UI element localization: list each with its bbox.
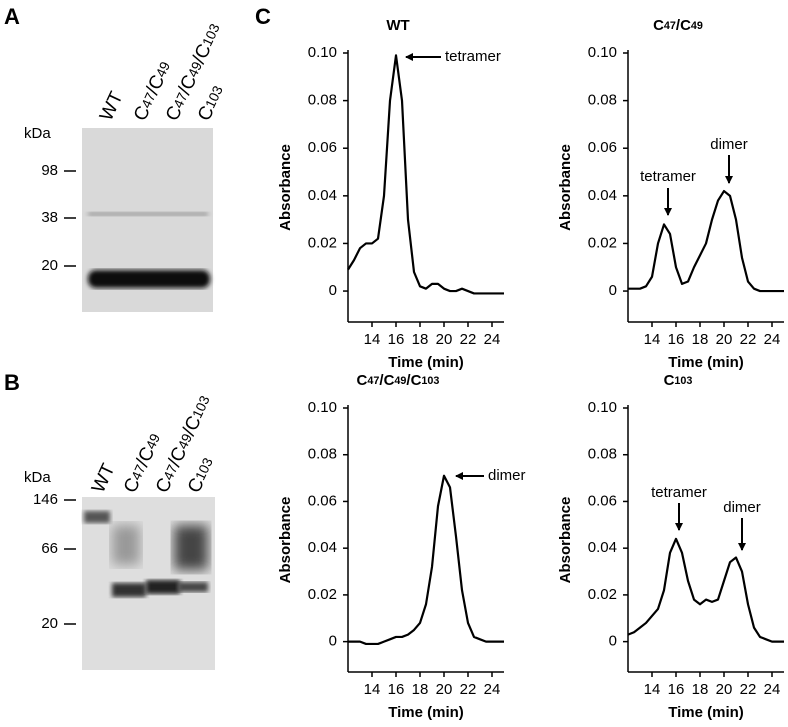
annotation: tetramer — [640, 168, 696, 185]
x-tick-label: 24 — [764, 681, 781, 698]
marker-label: 20 — [41, 615, 58, 632]
x-tick-label: 22 — [740, 681, 757, 698]
annotation: dimer — [723, 499, 761, 516]
y-tick-label: 0.08 — [588, 446, 617, 463]
y-tick-label: 0 — [329, 282, 337, 299]
x-tick-label: 20 — [436, 331, 453, 348]
lane-label: C47/C49 — [130, 58, 176, 124]
y-axis-label: Absorbance — [557, 497, 574, 584]
x-tick-label: 20 — [716, 681, 733, 698]
y-tick-label: 0.06 — [588, 139, 617, 156]
x-axis-label: Time (min) — [388, 704, 464, 721]
gel-a — [64, 128, 213, 312]
line — [347, 54, 504, 295]
x-tick-label: 14 — [644, 331, 661, 348]
x-tick-label: 20 — [716, 331, 733, 348]
x-axis-label: Time (min) — [388, 354, 464, 371]
annotation: tetramer — [651, 484, 707, 501]
y-tick-label: 0.08 — [308, 92, 337, 109]
lane-label: WT — [96, 88, 128, 124]
marker-label: 20 — [41, 257, 58, 274]
y-tick-label: 0.02 — [588, 586, 617, 603]
x-tick-label: 16 — [668, 681, 685, 698]
x-tick-label: 24 — [484, 681, 501, 698]
lane-label: C103 — [194, 82, 228, 124]
y-tick-label: 0.02 — [308, 234, 337, 251]
x-tick-label: 18 — [412, 331, 429, 348]
x-tick-label: 14 — [364, 331, 381, 348]
x-tick-label: 22 — [460, 681, 477, 698]
gel-b — [64, 497, 215, 670]
panel-label: A — [4, 4, 20, 29]
x-tick-label: 16 — [388, 681, 405, 698]
y-tick-label: 0 — [609, 282, 617, 299]
panel-label: B — [4, 370, 20, 395]
y-tick-label: 0.04 — [308, 187, 337, 204]
marker-label: 66 — [41, 540, 58, 557]
y-tick-label: 0.08 — [308, 446, 337, 463]
x-axis-label: Time (min) — [668, 354, 744, 371]
x-tick-label: 24 — [484, 331, 501, 348]
y-tick-label: 0.02 — [308, 586, 337, 603]
y-tick-label: 0.02 — [588, 234, 617, 251]
line — [348, 474, 504, 646]
x-tick-label: 18 — [692, 681, 709, 698]
annotation: dimer — [710, 136, 748, 153]
unit-label: kDa — [24, 469, 51, 486]
chart-title: WT — [386, 17, 409, 34]
x-tick-label: 16 — [388, 331, 405, 348]
x-tick-label: 18 — [692, 331, 709, 348]
unit-label: kDa — [24, 125, 51, 142]
y-axis-label: Absorbance — [277, 144, 294, 231]
chart-title: C47/C49 — [653, 17, 703, 34]
x-tick-label: 24 — [764, 331, 781, 348]
y-tick-label: 0 — [329, 633, 337, 650]
x-tick-label: 14 — [364, 681, 381, 698]
x-tick-label: 20 — [436, 681, 453, 698]
lane-label: WT — [88, 460, 120, 496]
marker-label: 146 — [33, 491, 58, 508]
y-tick-label: 0.10 — [588, 399, 617, 416]
marker-label: 38 — [41, 209, 58, 226]
x-tick-label: 22 — [740, 331, 757, 348]
chart-title: C47/C49/C103 — [357, 372, 440, 389]
x-tick-label: 18 — [412, 681, 429, 698]
x-tick-label: 22 — [460, 331, 477, 348]
y-tick-label: 0.04 — [588, 539, 617, 556]
annotation: tetramer — [445, 48, 501, 65]
annotation: dimer — [488, 467, 526, 484]
x-axis-label: Time (min) — [668, 704, 744, 721]
y-tick-label: 0.10 — [308, 44, 337, 61]
x-tick-label: 16 — [668, 331, 685, 348]
y-axis-label: Absorbance — [277, 497, 294, 584]
y-tick-label: 0.04 — [588, 187, 617, 204]
y-tick-label: 0.08 — [588, 92, 617, 109]
y-tick-label: 0.10 — [308, 399, 337, 416]
y-tick-label: 0.06 — [308, 139, 337, 156]
marker-label: 98 — [41, 162, 58, 179]
x-tick-label: 14 — [644, 681, 661, 698]
y-axis-label: Absorbance — [557, 144, 574, 231]
y-tick-label: 0.10 — [588, 44, 617, 61]
line — [627, 537, 784, 643]
lane-label: C103 — [184, 454, 218, 496]
y-tick-label: 0.04 — [308, 539, 337, 556]
line — [628, 189, 784, 293]
y-tick-label: 0 — [609, 633, 617, 650]
y-tick-label: 0.06 — [308, 492, 337, 509]
y-tick-label: 0.06 — [588, 492, 617, 509]
chart-title: C103 — [664, 372, 693, 389]
panel-label: C — [255, 4, 271, 29]
